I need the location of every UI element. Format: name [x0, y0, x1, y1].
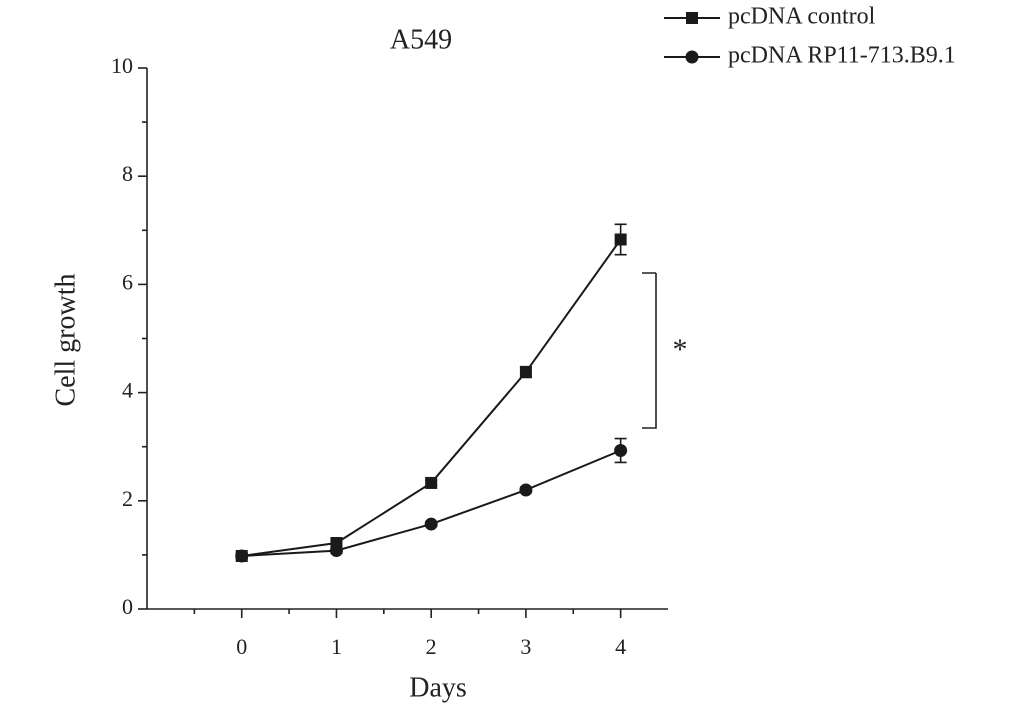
marker [519, 483, 533, 497]
y-tick-label: 10 [111, 53, 133, 78]
y-tick-label: 2 [122, 486, 133, 511]
marker [686, 12, 698, 24]
x-tick-label: 2 [426, 634, 437, 659]
x-tick-label: 0 [236, 634, 247, 659]
x-tick-label: 3 [520, 634, 531, 659]
y-tick-label: 4 [122, 378, 133, 403]
marker [519, 366, 532, 379]
x-axis-label: Days [409, 672, 467, 703]
marker [425, 476, 438, 489]
marker [424, 517, 438, 531]
y-axis-label: Cell growth [50, 274, 81, 407]
marker [685, 50, 699, 64]
marker [329, 544, 343, 558]
x-tick-label: 4 [615, 634, 626, 659]
y-tick-label: 0 [122, 594, 133, 619]
marker [235, 549, 249, 563]
line [241, 449, 622, 557]
y-tick-label: 6 [122, 269, 133, 294]
x-tick-label: 1 [331, 634, 342, 659]
significance-mark: * [673, 333, 688, 366]
legend-label: pcDNA RP11-713.B9.1 [728, 43, 956, 69]
line [241, 238, 622, 557]
significance-bracket [642, 272, 657, 429]
chart-title: A549 [390, 24, 452, 55]
marker [614, 443, 628, 457]
y-tick-label: 8 [122, 161, 133, 186]
legend-label: pcDNA control [728, 4, 876, 30]
marker [614, 233, 627, 246]
axis-line [146, 68, 668, 610]
